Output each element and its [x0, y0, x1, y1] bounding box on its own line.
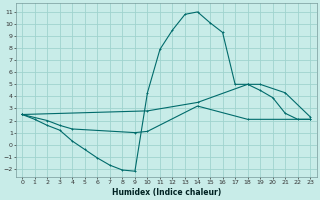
X-axis label: Humidex (Indice chaleur): Humidex (Indice chaleur) — [112, 188, 221, 197]
